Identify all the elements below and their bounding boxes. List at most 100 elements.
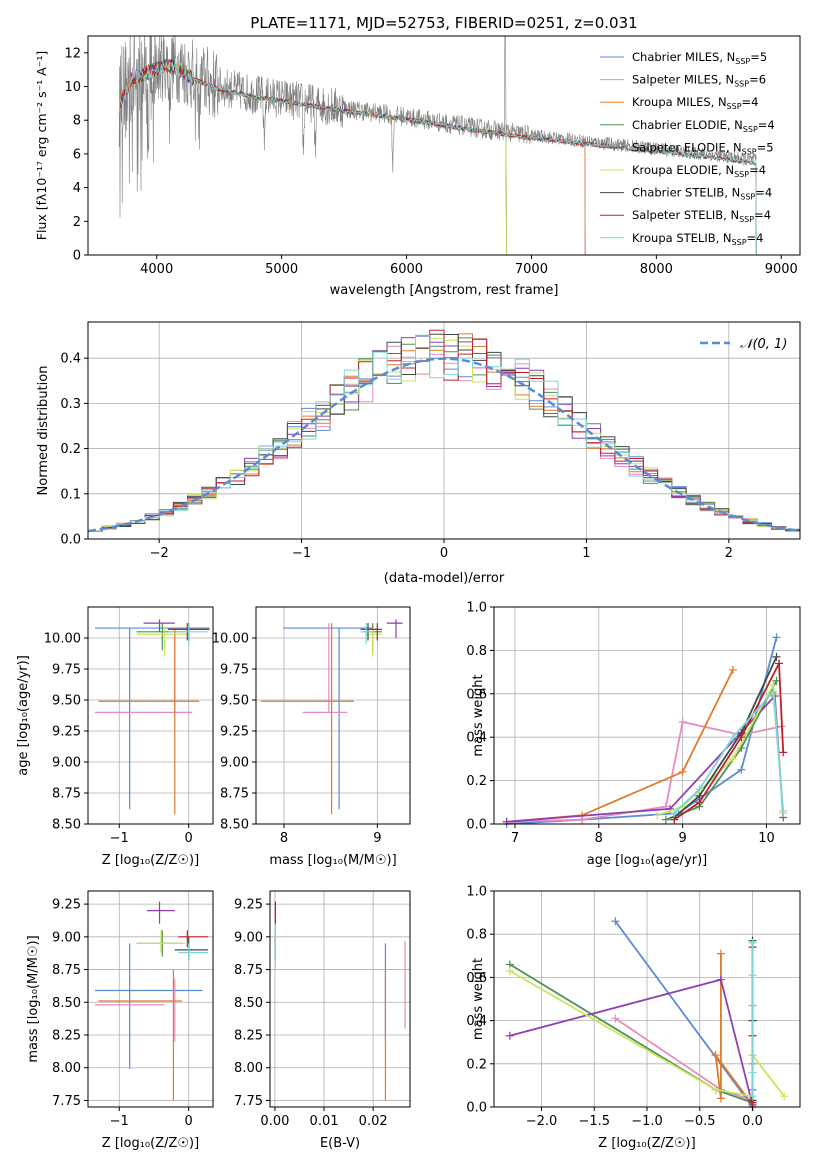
y-tick-label: 8.25 xyxy=(234,1029,263,1044)
mass-weight-line xyxy=(506,693,785,823)
x-tick-label: −1.5 xyxy=(578,1114,610,1129)
x-tick-label: 0.00 xyxy=(260,1114,289,1129)
legend-label-sub: SSP xyxy=(734,80,749,89)
legend-label: 𝒩(0, 1) xyxy=(740,337,787,352)
legend-label: Kroupa STELIB, NSSP=4 xyxy=(632,231,763,247)
y-tick-label: 8.25 xyxy=(52,1029,81,1044)
legend-label: Kroupa MILES, NSSP=4 xyxy=(632,95,758,111)
y-tick-label: 0.0 xyxy=(466,1101,487,1116)
y-tick-label: 0.3 xyxy=(60,397,81,412)
axes-panel-6: −1 0 7.75 8.00 8.25 8.50 8.75 9.00 9.25 Z [log₁₀(… xyxy=(26,890,214,1151)
x-tick-label: 6000 xyxy=(390,262,423,277)
legend-label-sub: SSP xyxy=(735,57,750,66)
y-tick-label: 9.00 xyxy=(52,756,81,771)
y-tick-label: 9.00 xyxy=(234,930,263,945)
y-tick-label: 9.00 xyxy=(220,756,249,771)
x-tick-label: 0.01 xyxy=(310,1114,339,1129)
y-tick-label: 1.0 xyxy=(466,885,487,900)
x-tick-label: 5000 xyxy=(265,262,298,277)
legend-label: Salpeter STELIB, NSSP=4 xyxy=(632,208,771,224)
axes-panel-8: −2.0 −1.5 −1.0 −0.5 0.0 0.0 0.2 0.4 0.6 0.8 1.0 Z [… xyxy=(466,885,801,1151)
normal-reference-curve xyxy=(88,357,800,533)
x-axis-label: age [log₁₀(age/yr)] xyxy=(587,853,708,868)
y-axis-label: mass [log₁₀(M/M☉)] xyxy=(26,935,41,1062)
axes-frame xyxy=(87,606,214,825)
mass-weight-marker xyxy=(779,748,788,757)
y-axis-label: mass weight xyxy=(471,674,486,756)
legend-label: Chabrier STELIB, NSSP=4 xyxy=(632,186,772,202)
mass-weight-marker xyxy=(695,798,704,807)
mass-weight-marker xyxy=(502,817,511,826)
y-tick-label: 0.1 xyxy=(60,487,81,502)
axes-frame xyxy=(269,890,411,1108)
x-axis-label: Z [log₁₀(Z/Z☉)] xyxy=(102,853,199,868)
legend-label-end: =4 xyxy=(754,208,771,222)
mass-weight-marker xyxy=(670,809,679,818)
legend-label-main: Chabrier STELIB, N xyxy=(632,186,740,200)
x-tick-label: 0.02 xyxy=(359,1114,388,1129)
legend-label-end: =6 xyxy=(749,73,766,87)
y-tick-label: 0.4 xyxy=(60,352,81,367)
y-tick-label: 0.0 xyxy=(466,818,487,833)
y-axis-label: age [log₁₀(age/yr)] xyxy=(16,655,31,776)
x-axis-label: Z [log₁₀(Z/Z☉)] xyxy=(102,1136,199,1151)
y-tick-label: 8.00 xyxy=(52,1061,81,1076)
mass-weight-marker xyxy=(779,806,788,815)
mass-weight-marker xyxy=(505,966,514,975)
x-tick-label: 10 xyxy=(758,831,775,846)
legend-label-main: Salpeter MILES, N xyxy=(632,73,734,87)
mass-weight-line xyxy=(614,920,754,1107)
mass-weight-marker xyxy=(728,754,737,763)
legend-label-sub: SSP xyxy=(743,125,758,134)
y-tick-label: 9.75 xyxy=(220,663,249,678)
y-tick-label: 10.00 xyxy=(44,632,81,647)
x-tick-label: −2.0 xyxy=(526,1114,558,1129)
legend-label: Salpeter MILES, NSSP=6 xyxy=(632,73,766,89)
x-tick-label: 4000 xyxy=(140,262,173,277)
y-tick-label: 6 xyxy=(73,147,81,162)
y-axis-label: Flux [fλ10⁻¹⁷ erg cm⁻² s⁻¹ A⁻¹] xyxy=(34,51,49,240)
legend-label-main: Chabrier MILES, N xyxy=(632,50,735,64)
y-tick-label: 9.25 xyxy=(220,725,249,740)
legend-label-sub: SSP xyxy=(734,170,749,179)
y-tick-label: 8.50 xyxy=(52,818,81,833)
y-tick-label: 0.4 xyxy=(466,731,487,746)
y-tick-label: 8.50 xyxy=(220,818,249,833)
mass-weight-marker xyxy=(748,1068,757,1077)
y-tick-label: 0.8 xyxy=(466,928,487,943)
y-axis-label: mass weight xyxy=(471,958,486,1040)
mass-weight-marker xyxy=(678,767,687,776)
x-tick-label: 8 xyxy=(280,831,288,846)
y-tick-label: 9.50 xyxy=(52,694,81,709)
model-trace xyxy=(118,60,586,255)
mass-weight-marker xyxy=(505,1031,514,1040)
x-tick-label: 9000 xyxy=(765,262,798,277)
axes-frame xyxy=(87,35,801,256)
mass-weight-marker xyxy=(678,718,687,727)
y-tick-label: 8.50 xyxy=(234,996,263,1011)
x-tick-label: −1 xyxy=(110,1114,129,1129)
y-tick-label: 0.4 xyxy=(466,1014,487,1029)
mass-weight-marker xyxy=(737,733,746,742)
legend-label-end: =4 xyxy=(758,118,775,132)
y-tick-label: 0.2 xyxy=(60,442,81,457)
x-tick-label: 0.0 xyxy=(742,1114,763,1129)
x-tick-label: 0 xyxy=(440,546,448,561)
x-axis-label: wavelength [Angstrom, rest frame] xyxy=(330,283,559,298)
mass-weight-marker xyxy=(748,1092,757,1101)
legend-label-sub: SSP xyxy=(742,147,757,156)
y-tick-label: 9.75 xyxy=(52,663,81,678)
x-axis-label: Z [log₁₀(Z/Z☉)] xyxy=(598,1136,695,1151)
y-axis-label: Normed distribution xyxy=(36,366,51,496)
y-tick-label: 9.25 xyxy=(234,898,263,913)
legend-label-end: =4 xyxy=(747,231,764,245)
y-tick-label: 9.25 xyxy=(52,898,81,913)
x-axis-label: mass [log₁₀(M/M☉)] xyxy=(269,853,396,868)
mass-weight-marker xyxy=(611,917,620,926)
legend-label-main: Kroupa MILES, N xyxy=(632,95,727,109)
axes-panel-2: −2 −1 0 1 2 0.0 0.1 0.2 0.3 0.4 (data-model)/error… xyxy=(36,321,801,586)
mass-weight-marker xyxy=(772,652,781,661)
mass-weight-marker xyxy=(775,659,784,668)
legend-label-sub: SSP xyxy=(740,193,755,202)
